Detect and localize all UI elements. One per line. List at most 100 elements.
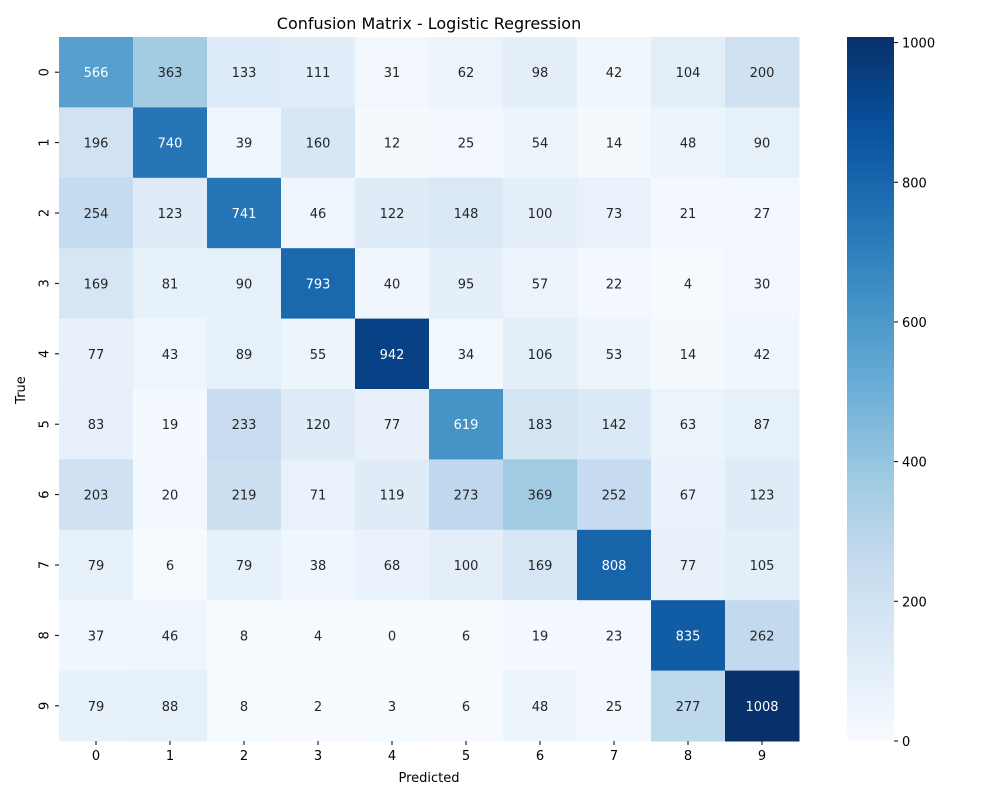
heatmap-cell-r3-c5 — [429, 248, 504, 320]
cell-value-label: 89 — [236, 348, 253, 363]
cell-value-label: 79 — [88, 700, 105, 715]
cell-value-label: 22 — [606, 277, 623, 292]
heatmap-cell-r4-c7 — [577, 318, 652, 390]
heatmap-cell-r3-c3 — [281, 248, 356, 320]
heatmap-cell-r6-c1 — [133, 459, 208, 531]
heatmap-cell-r6-c3 — [281, 459, 356, 531]
heatmap-cell-r5-c9 — [725, 389, 800, 460]
heatmap-cell-r1-c8 — [651, 107, 726, 179]
colorbar-tick-label: 400 — [902, 456, 927, 471]
cell-value-label: 79 — [88, 559, 105, 574]
colorbar-tick-label: 800 — [902, 176, 927, 191]
heatmap-cell-r7-c7 — [577, 529, 652, 601]
cell-value-label: 38 — [310, 559, 327, 574]
cell-value-label: 42 — [606, 66, 623, 81]
cell-value-label: 123 — [158, 207, 183, 222]
cell-value-label: 273 — [454, 489, 479, 504]
cell-value-label: 100 — [528, 207, 553, 222]
heatmap-cell-r7-c6 — [503, 529, 578, 601]
heatmap-cell-r3-c8 — [651, 248, 726, 320]
cell-value-label: 566 — [84, 66, 109, 81]
cell-value-label: 160 — [306, 137, 331, 152]
cell-value-label: 46 — [162, 629, 179, 644]
heatmap-cell-r2-c4 — [355, 177, 430, 249]
heatmap-cell-r9-c0 — [59, 670, 134, 742]
cell-value-label: 77 — [384, 418, 401, 433]
heatmap-cell-r0-c9 — [725, 37, 800, 108]
heatmap-cell-r1-c5 — [429, 107, 504, 179]
cell-value-label: 741 — [232, 207, 257, 222]
cell-value-label: 23 — [606, 629, 623, 644]
heatmap-cell-r8-c8 — [651, 600, 726, 672]
heatmap-cell-r6-c9 — [725, 459, 800, 531]
chart-title: Confusion Matrix - Logistic Regression — [277, 14, 581, 33]
x-tick-label: 1 — [166, 749, 174, 764]
colorbar-tick-label: 200 — [902, 595, 927, 610]
heatmap-cell-r6-c4 — [355, 459, 430, 531]
x-tick-label: 3 — [314, 749, 322, 764]
x-tick-label: 7 — [610, 749, 618, 764]
heatmap-cell-r0-c3 — [281, 37, 356, 108]
cell-value-label: 203 — [84, 489, 109, 504]
heatmap-cell-r1-c2 — [207, 107, 282, 179]
cell-value-label: 196 — [84, 137, 109, 152]
heatmap-cell-r7-c8 — [651, 529, 726, 601]
y-tick-label: 7 — [38, 561, 53, 569]
y-tick-label: 0 — [38, 68, 53, 76]
cell-value-label: 6 — [166, 559, 174, 574]
heatmap-cell-r6-c2 — [207, 459, 282, 531]
heatmap-cell-r7-c9 — [725, 529, 800, 601]
heatmap-cell-r0-c0 — [59, 37, 134, 108]
cell-value-label: 105 — [750, 559, 775, 574]
heatmap-cell-r4-c4 — [355, 318, 430, 390]
heatmap-cell-r8-c7 — [577, 600, 652, 672]
cell-value-label: 122 — [380, 207, 405, 222]
cell-value-label: 55 — [310, 348, 327, 363]
heatmap-cell-r8-c1 — [133, 600, 208, 672]
cell-value-label: 46 — [310, 207, 327, 222]
cell-value-label: 42 — [754, 348, 771, 363]
cell-value-label: 87 — [754, 418, 771, 433]
heatmap-cell-r2-c9 — [725, 177, 800, 249]
cell-value-label: 6 — [462, 629, 470, 644]
cell-value-label: 19 — [162, 418, 179, 433]
cell-value-label: 133 — [232, 66, 257, 81]
cell-value-label: 111 — [306, 66, 331, 81]
y-tick-label: 1 — [38, 138, 53, 146]
cell-value-label: 363 — [158, 66, 183, 81]
heatmap-cell-r4-c5 — [429, 318, 504, 390]
heatmap-cell-r3-c2 — [207, 248, 282, 320]
cell-value-label: 90 — [236, 277, 253, 292]
x-tick-label: 4 — [388, 749, 396, 764]
heatmap-cell-r4-c2 — [207, 318, 282, 390]
heatmap-cell-r5-c3 — [281, 389, 356, 460]
cell-value-label: 90 — [754, 137, 771, 152]
cell-value-label: 30 — [754, 277, 771, 292]
cell-value-label: 68 — [384, 559, 401, 574]
cell-value-label: 1008 — [745, 700, 778, 715]
cell-value-label: 81 — [162, 277, 179, 292]
cell-value-label: 793 — [306, 277, 331, 292]
cell-value-label: 98 — [532, 66, 549, 81]
heatmap-cell-r6-c6 — [503, 459, 578, 531]
cell-value-label: 183 — [528, 418, 553, 433]
cell-value-label: 106 — [528, 348, 553, 363]
heatmap-cell-r5-c7 — [577, 389, 652, 460]
cell-value-label: 54 — [532, 137, 549, 152]
colorbar-tick-label: 600 — [902, 316, 927, 331]
cell-value-label: 71 — [310, 489, 327, 504]
heatmap-cell-r1-c4 — [355, 107, 430, 179]
heatmap-cell-r8-c9 — [725, 600, 800, 672]
cell-value-label: 808 — [602, 559, 627, 574]
cell-value-label: 252 — [602, 489, 627, 504]
heatmap-cell-r1-c9 — [725, 107, 800, 179]
x-tick-label: 6 — [536, 749, 544, 764]
cell-value-label: 53 — [606, 348, 623, 363]
heatmap-cell-r2-c3 — [281, 177, 356, 249]
heatmap-cell-r0-c2 — [207, 37, 282, 108]
cell-value-label: 62 — [458, 66, 475, 81]
heatmap-cell-r9-c2 — [207, 670, 282, 742]
heatmap-cell-r9-c1 — [133, 670, 208, 742]
cell-value-label: 262 — [750, 629, 775, 644]
